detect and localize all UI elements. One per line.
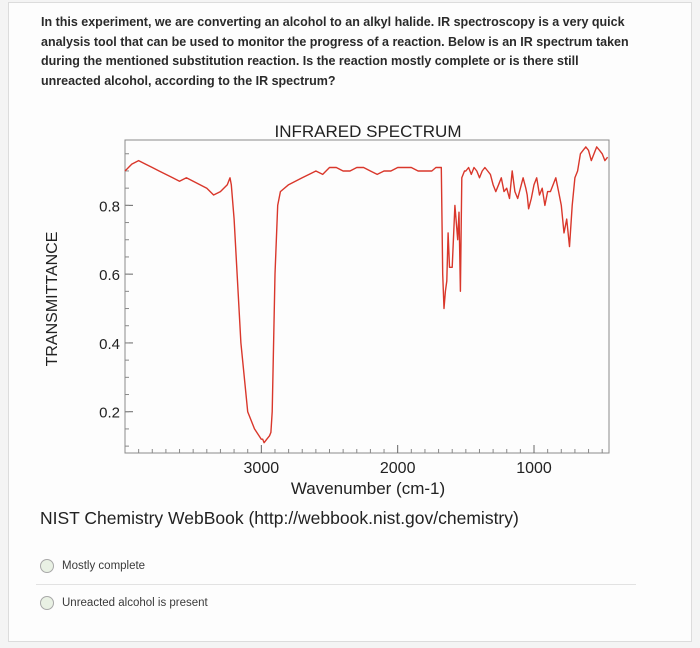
option-mostly-complete[interactable]: Mostly complete	[36, 548, 636, 584]
radio-button[interactable]	[40, 559, 54, 573]
x-tick-label: 3000	[244, 460, 280, 477]
x-tick-labels: 3000 2000 1000	[244, 460, 552, 477]
question-text: In this experiment, we are converting an…	[41, 15, 629, 88]
radio-button[interactable]	[40, 596, 54, 610]
y-tick-label: 0.2	[99, 405, 120, 422]
spectrum-series	[124, 146, 609, 444]
option-label: Unreacted alcohol is present	[62, 597, 208, 609]
chart-title: INFRARED SPECTRUM	[274, 122, 461, 141]
option-unreacted-alcohol[interactable]: Unreacted alcohol is present	[36, 584, 636, 621]
axis-ticks	[125, 153, 603, 453]
answer-options: Mostly complete Unreacted alcohol is pre…	[36, 548, 636, 621]
y-tick-label: 0.6	[99, 267, 120, 284]
x-axis-label: Wavenumber (cm-1)	[291, 479, 445, 498]
x-tick-label: 1000	[516, 460, 552, 477]
y-tick-label: 0.4	[99, 336, 120, 353]
spectrum-line	[124, 146, 609, 444]
option-label: Mostly complete	[62, 560, 146, 572]
y-tick-label: 0.8	[99, 198, 120, 215]
y-tick-labels: 0.2 0.4 0.6 0.8	[99, 198, 120, 421]
question-card: In this experiment, we are converting an…	[8, 2, 692, 642]
y-axis-label: TRANSMITTANCE	[44, 232, 61, 367]
x-tick-label: 2000	[380, 460, 416, 477]
plot-frame	[124, 139, 610, 454]
source-citation: NIST Chemistry WebBook (http://webbook.n…	[40, 508, 519, 528]
